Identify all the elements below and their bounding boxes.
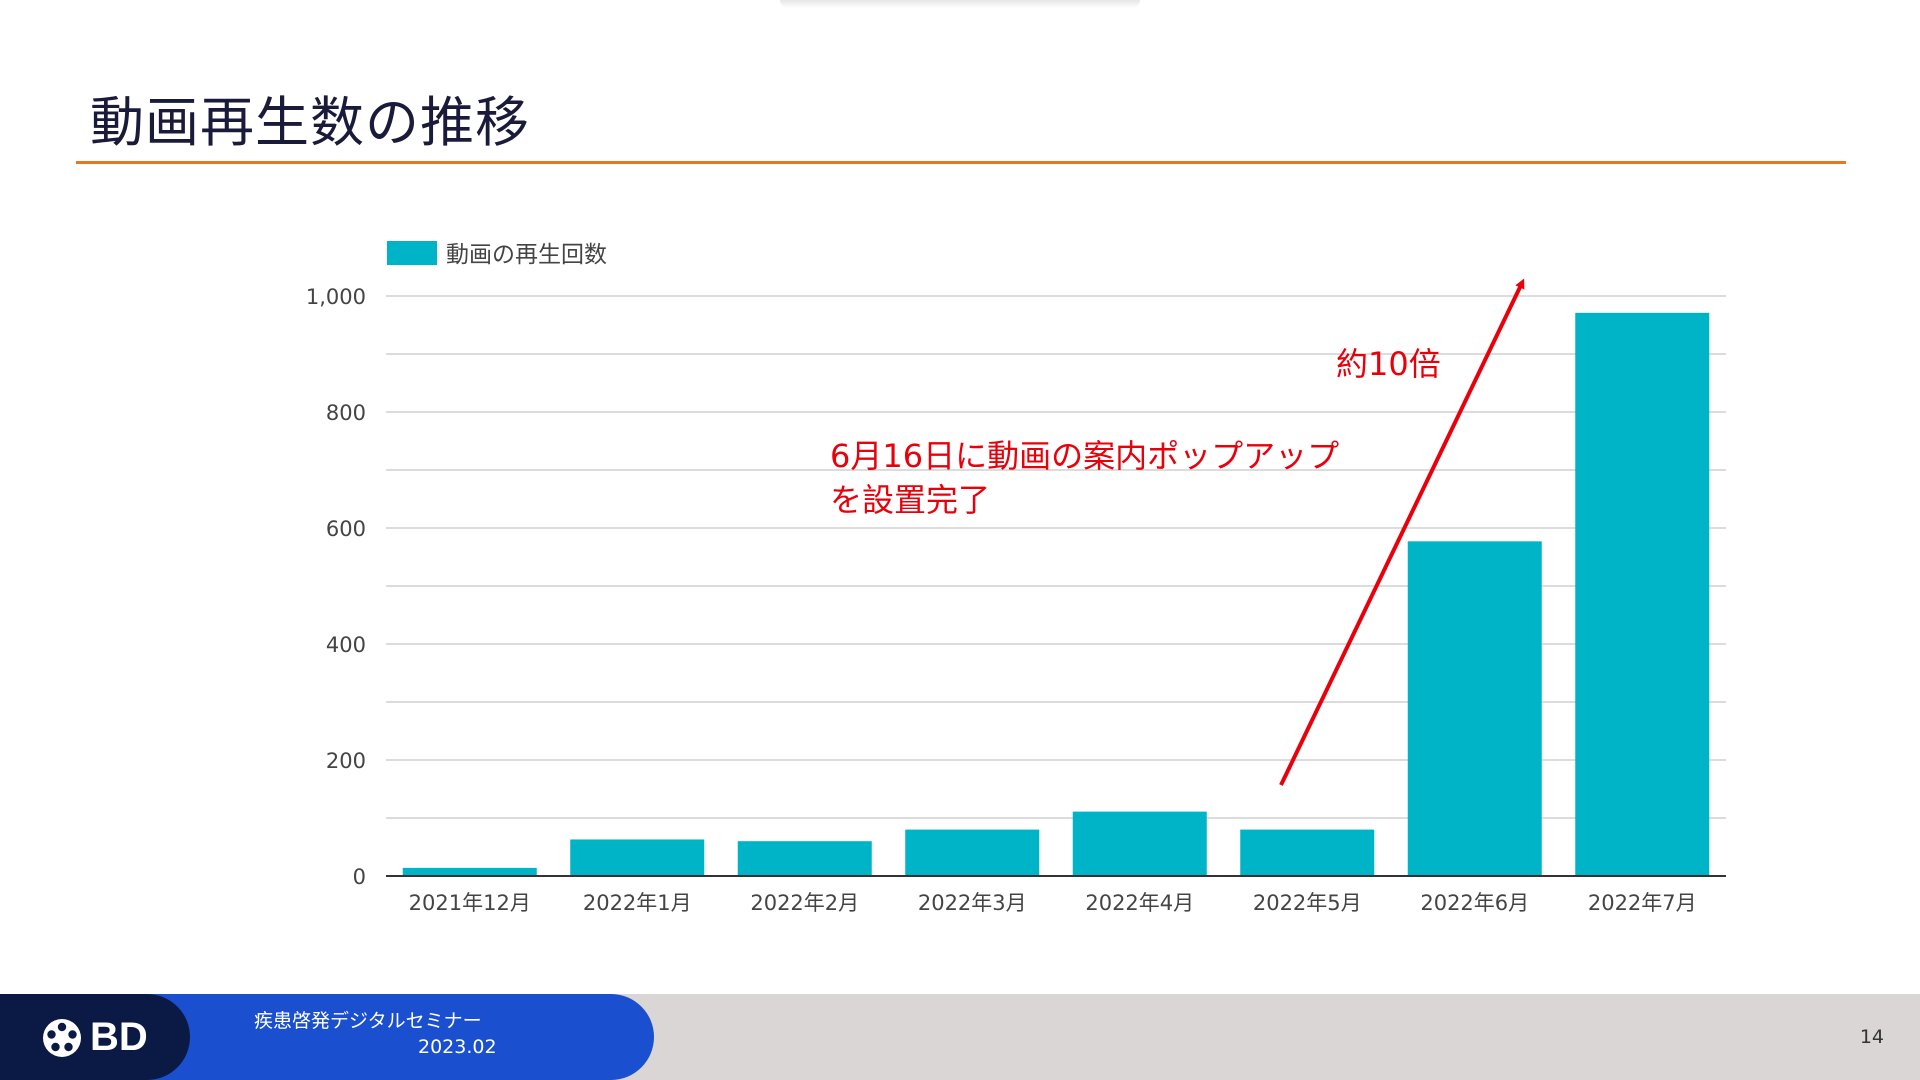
bar — [1575, 312, 1710, 876]
x-tick-label: 2022年1月 — [583, 891, 692, 915]
footer-seminar-info: 疾患啓発デジタルセミナー 2023.02 — [254, 1008, 497, 1060]
bd-logo: BD — [42, 1015, 148, 1060]
bar — [1240, 829, 1375, 876]
y-tick-label: 400 — [326, 633, 366, 657]
bar — [737, 841, 872, 876]
bd-logo-text: BD — [90, 1015, 148, 1059]
footer-date: 2023.02 — [418, 1036, 497, 1058]
x-tick-label: 2022年4月 — [1085, 891, 1194, 915]
bd-logo-icon — [43, 1018, 81, 1057]
legend-swatch — [387, 241, 437, 265]
growth-arrow — [1279, 278, 1525, 786]
bar-chart: 0 200 400 600 800 1,000 2021年12月 2022年1月 2022年2… — [306, 241, 1726, 915]
x-tick-label: 2022年5月 — [1253, 891, 1362, 915]
title-underline — [76, 161, 1846, 164]
x-tick-label: 2022年7月 — [1588, 891, 1697, 915]
footer-logo-panel — [0, 994, 190, 1080]
bar — [1072, 811, 1207, 876]
x-tick-label: 2021年12月 — [409, 891, 531, 915]
y-tick-label: 600 — [326, 517, 366, 541]
x-tick-label: 2022年6月 — [1420, 891, 1529, 915]
y-tick-label: 800 — [326, 401, 366, 425]
bar — [905, 829, 1040, 876]
top-shadow — [780, 0, 1140, 8]
y-tick-labels: 0 200 400 600 800 1,000 — [306, 285, 366, 889]
x-tick-label: 2022年2月 — [750, 891, 859, 915]
legend-label: 動画の再生回数 — [446, 242, 607, 268]
growth-annotation: 約10倍 — [1336, 345, 1441, 383]
page-title: 動画再生数の推移 — [90, 91, 530, 154]
y-tick-label: 0 — [353, 865, 366, 889]
y-tick-label: 200 — [326, 749, 366, 773]
setup-annotation-line2: を設置完了 — [830, 481, 990, 519]
setup-annotation-line1: 6月16日に動画の案内ポップアップ — [830, 437, 1339, 475]
footer-seminar-title: 疾患啓発デジタルセミナー — [254, 1010, 482, 1032]
bars — [402, 312, 1710, 876]
bar — [402, 867, 537, 876]
x-tick-label: 2022年3月 — [918, 891, 1027, 915]
page-number: 14 — [1859, 1026, 1884, 1048]
bar — [1407, 541, 1542, 876]
y-tick-label: 1,000 — [306, 285, 366, 309]
legend: 動画の再生回数 — [387, 241, 607, 268]
x-tick-labels: 2021年12月 2022年1月 2022年2月 2022年3月 2022年4月 2022… — [409, 891, 1697, 915]
bar — [570, 839, 705, 876]
